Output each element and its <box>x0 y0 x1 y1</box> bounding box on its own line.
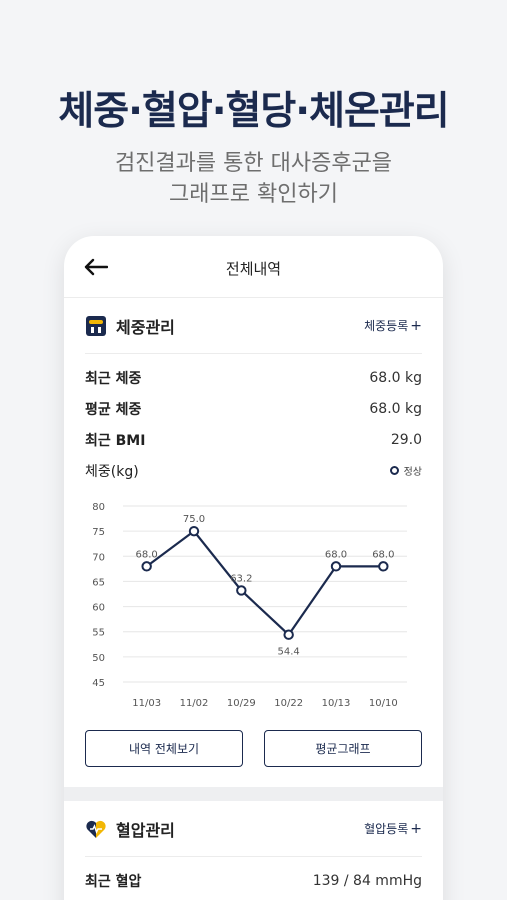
weight-section-header: 체중관리 체중등록 + <box>85 298 422 354</box>
blood-pressure-section: 혈압관리 혈압등록 + 최근 혈압 139 / 84 mmHg <box>64 801 443 896</box>
data-point <box>236 585 247 596</box>
data-point <box>330 561 342 572</box>
phone-screen: 전체내역 체중관리 체중등록 + 최근 체중 68.0 kg 평균 체중 68.0… <box>64 236 443 900</box>
data-label: 68.0 <box>325 549 347 560</box>
row-label: 최근 체중 <box>85 370 142 387</box>
bp-register-label: 혈압등록 <box>364 822 409 836</box>
weight-register-label: 체중등록 <box>364 319 409 333</box>
y-tick-label: 65 <box>92 577 105 588</box>
summary-row-recent-bmi: 최근 BMI 29.0 <box>85 424 422 455</box>
bp-summary: 최근 혈압 139 / 84 mmHg <box>85 857 422 896</box>
row-value: 68.0 kg <box>369 369 422 386</box>
data-point <box>141 561 152 572</box>
bp-section-title: 혈압관리 <box>116 820 175 840</box>
plus-icon: + <box>410 821 422 837</box>
hero-subtitle: 검진결과를 통한 대사증후군을 그래프로 확인하기 <box>0 148 507 210</box>
bp-section-header: 혈압관리 혈압등록 + <box>85 801 422 857</box>
data-point <box>283 629 294 640</box>
hero-title: 체중·혈압·혈당·체온관리 <box>58 89 449 134</box>
x-tick-label: 10/29 <box>227 698 256 709</box>
legend-marker-icon <box>389 466 399 475</box>
y-tick-label: 55 <box>92 628 105 639</box>
weight-chart-svg: 80 75 70 65 60 55 50 45 11/03 11/02 10/29 10/22 10/1… <box>92 502 407 709</box>
row-label: 평균 체중 <box>85 401 142 418</box>
x-tick-label: 11/03 <box>132 698 161 709</box>
y-tick-label: 60 <box>92 603 105 614</box>
chart-legend: 정상 <box>389 463 422 478</box>
y-tick-label: 45 <box>92 678 105 689</box>
plus-icon: + <box>410 318 422 334</box>
average-graph-button[interactable]: 평균그래프 <box>264 730 422 767</box>
page-title: 전체내역 <box>225 260 282 278</box>
hero-subtitle-line1: 검진결과를 통한 대사증후군을 <box>114 151 393 176</box>
data-label: 54.4 <box>278 647 300 658</box>
row-value: 68.0 kg <box>369 400 422 417</box>
row-label: 최근 혈압 <box>85 873 142 890</box>
data-label: 63.2 <box>230 573 252 584</box>
x-tick-label: 10/13 <box>322 698 351 709</box>
y-tick-label: 75 <box>92 527 105 538</box>
arrow-left-icon[interactable] <box>84 258 108 276</box>
chart-y-label: 체중(kg) <box>85 463 139 480</box>
data-label: 68.0 <box>136 549 158 560</box>
x-tick-label: 10/22 <box>274 698 303 709</box>
spacer <box>85 767 422 787</box>
top-nav-bar: 전체내역 <box>64 236 443 298</box>
weight-chart: 80 75 70 65 60 55 50 45 11/03 11/02 10/29 10/22 10/1… <box>85 486 422 716</box>
scale-icon <box>86 315 106 336</box>
chart-header: 체중(kg) 정상 <box>85 455 422 486</box>
row-value: 139 / 84 mmHg <box>312 872 422 889</box>
data-point <box>378 561 389 572</box>
series-line-normal <box>146 529 384 637</box>
data-label: 75.0 <box>183 514 205 525</box>
weight-section: 체중관리 체중등록 + 최근 체중 68.0 kg 평균 체중 68.0 kg 최… <box>64 298 443 787</box>
legend-label: 정상 <box>403 467 422 478</box>
section-divider <box>64 787 443 801</box>
data-point <box>188 525 200 537</box>
weight-register-link[interactable]: 체중등록 + <box>364 317 422 334</box>
y-tick-label: 70 <box>92 552 105 563</box>
summary-row-average-weight: 평균 체중 68.0 kg <box>85 393 422 424</box>
weight-actions: 내역 전체보기 평균그래프 <box>85 716 422 767</box>
y-tick-label: 50 <box>92 653 105 664</box>
data-label: 68.0 <box>372 549 394 560</box>
weight-summary: 최근 체중 68.0 kg 평균 체중 68.0 kg 최근 BMI 29.0 … <box>85 354 422 486</box>
hero-subtitle-line2: 그래프로 확인하기 <box>169 182 338 207</box>
bp-register-link[interactable]: 혈압등록 + <box>364 820 422 837</box>
summary-row-recent-bp: 최근 혈압 139 / 84 mmHg <box>85 865 422 896</box>
weight-section-title: 체중관리 <box>116 317 175 337</box>
row-label: 최근 BMI <box>85 432 146 449</box>
row-value: 29.0 <box>390 431 422 448</box>
view-all-history-button[interactable]: 내역 전체보기 <box>85 730 243 767</box>
y-tick-label: 80 <box>92 502 105 513</box>
summary-row-recent-weight: 최근 체중 68.0 kg <box>85 362 422 393</box>
x-tick-label: 11/02 <box>180 698 209 709</box>
heart-pulse-icon <box>86 820 106 838</box>
x-tick-label: 10/10 <box>369 698 398 709</box>
